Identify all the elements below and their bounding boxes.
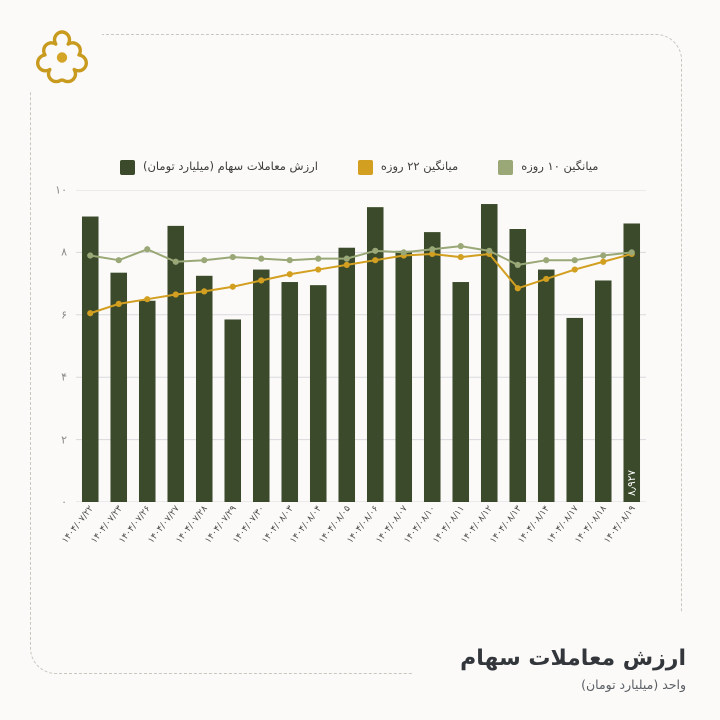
line-marker[interactable]: [571, 257, 578, 264]
line-marker[interactable]: [543, 275, 550, 283]
legend-label-bars: ارزش معاملات سهام (میلیارد تومان): [143, 159, 318, 174]
bar[interactable]: [167, 225, 185, 502]
line-marker[interactable]: [201, 288, 208, 295]
legend-label-ma22: میانگین ۲۲ روزه: [380, 159, 459, 174]
line-marker[interactable]: [372, 257, 379, 264]
chart-canvas: [76, 190, 646, 502]
line-marker[interactable]: [229, 253, 236, 261]
line-marker[interactable]: [571, 266, 578, 273]
bar[interactable]: [309, 285, 327, 502]
decorative-dashed-frame: [30, 34, 682, 674]
y-axis-tick-label: ۰: [61, 495, 67, 509]
bar[interactable]: [110, 272, 128, 502]
legend-label-ma10: میانگین ۱۰ روزه: [521, 159, 599, 174]
page-subtitle: واحد (میلیارد تومان): [581, 677, 686, 692]
line-marker[interactable]: [315, 255, 322, 262]
line-marker[interactable]: [457, 243, 464, 250]
chart-plot-area: ۰ ۲ ۴ ۶ ۸ ۱۰ ۸٫۹۲۷: [55, 184, 646, 509]
bar-value-label: ۸٫۹۲۷: [625, 470, 638, 496]
page-title: ارزش معاملات سهام: [460, 645, 686, 671]
bar[interactable]: [480, 204, 498, 502]
line-marker[interactable]: [258, 255, 265, 262]
legend-swatch-ma10: [498, 159, 514, 175]
line-marker[interactable]: [429, 246, 436, 253]
line-marker[interactable]: [400, 249, 407, 256]
bar[interactable]: [338, 247, 356, 502]
bar[interactable]: [566, 317, 584, 502]
y-axis-tick-label: ۱۰: [55, 183, 67, 197]
line-marker[interactable]: [486, 247, 493, 254]
line-marker[interactable]: [600, 258, 607, 265]
bar[interactable]: [224, 319, 242, 502]
y-axis-tick-label: ۸: [61, 245, 67, 259]
line-marker[interactable]: [315, 266, 322, 273]
line-marker[interactable]: [144, 296, 151, 303]
bar[interactable]: [423, 232, 441, 502]
line-marker[interactable]: [87, 310, 94, 317]
bar[interactable]: [452, 282, 470, 502]
line-marker[interactable]: [229, 283, 236, 290]
legend-item-bars[interactable]: ارزش معاملات سهام (میلیارد تومان): [120, 159, 318, 175]
line-marker[interactable]: [115, 300, 122, 307]
footer-title-block: ارزش معاملات سهام واحد (میلیارد تومان): [460, 645, 686, 693]
bar[interactable]: [138, 300, 156, 502]
line-marker[interactable]: [343, 255, 350, 262]
line-marker[interactable]: [343, 261, 350, 268]
bar[interactable]: [623, 223, 641, 502]
line-series: [89, 252, 633, 315]
line-marker[interactable]: [457, 253, 464, 261]
line-marker[interactable]: [514, 261, 521, 268]
bar[interactable]: [195, 275, 213, 502]
bar[interactable]: [509, 229, 527, 502]
bar[interactable]: [81, 216, 99, 502]
bar[interactable]: [281, 282, 299, 502]
frame-notch-title: [412, 612, 712, 698]
line-marker[interactable]: [286, 257, 293, 264]
line-marker[interactable]: [600, 252, 607, 259]
line-marker[interactable]: [172, 258, 179, 265]
legend-swatch-ma22: [357, 159, 373, 175]
bar[interactable]: [395, 250, 413, 502]
quatrefoil-logo-icon: [31, 28, 93, 90]
line-marker[interactable]: [201, 257, 208, 264]
line-marker[interactable]: [543, 257, 550, 264]
line-marker[interactable]: [429, 250, 436, 258]
chart-legend: ارزش معاملات سهام (میلیارد تومان) میانگی…: [120, 155, 620, 179]
line-series: [89, 245, 633, 266]
bar[interactable]: [594, 280, 612, 502]
line-marker[interactable]: [628, 249, 635, 256]
bar[interactable]: [537, 269, 555, 502]
line-marker[interactable]: [258, 277, 265, 284]
line-marker[interactable]: [372, 247, 379, 254]
legend-swatch-bars: [120, 159, 135, 175]
line-marker[interactable]: [144, 246, 151, 253]
bar[interactable]: [366, 207, 384, 502]
y-axis-tick-label: ۲: [61, 433, 67, 447]
line-marker[interactable]: [115, 257, 122, 264]
x-axis-ticks: ۱۴۰۴/۰۷/۲۲ ۱۴۰۴/۰۷/۲۳ ۱۴۰۴/۰۷/۲۶ ۱۴۰۴/۰۷/۲۷…: [61, 504, 646, 594]
line-marker[interactable]: [514, 285, 521, 292]
line-marker[interactable]: [172, 291, 179, 298]
line-marker[interactable]: [286, 271, 293, 278]
bar[interactable]: [252, 269, 270, 502]
y-axis-tick-label: ۴: [61, 370, 67, 384]
y-axis-tick-label: ۶: [61, 308, 67, 322]
line-marker[interactable]: [87, 252, 94, 259]
legend-item-ma22[interactable]: میانگین ۲۲ روزه: [357, 159, 459, 175]
legend-item-ma10[interactable]: میانگین ۱۰ روزه: [498, 159, 599, 175]
